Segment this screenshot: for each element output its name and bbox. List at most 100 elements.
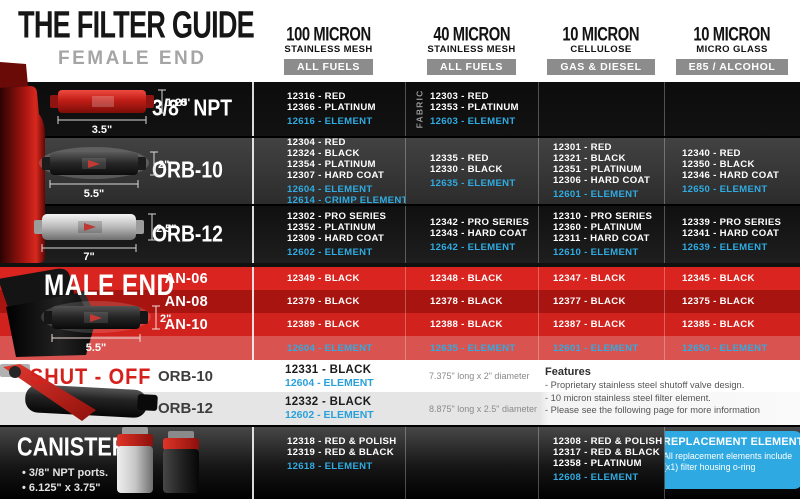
- dimension-label: 2": [160, 313, 171, 325]
- dimension-label: 3.5": [92, 124, 113, 135]
- dimension-label: 1.25": [166, 97, 190, 109]
- callout-body: All replacement elements include (x1) fi…: [664, 451, 793, 472]
- canister-label-area: CANISTER • 3/8" NPT ports. • 6.125" x 3.…: [0, 427, 252, 499]
- part-number: 12332 - BLACK: [285, 396, 372, 408]
- row-shutoff-orb10: ORB-10 12331 - BLACK 12604 - ELEMENT 7.3…: [0, 360, 800, 392]
- canister-title: CANISTER: [17, 433, 128, 463]
- part-number: 12351 - PLATINUM: [553, 164, 642, 175]
- features-title: Features: [545, 366, 591, 378]
- row-an10: AN-10 12389 - BLACK 12388 - BLACK 12387 …: [0, 313, 800, 336]
- element-number: 12642 - ELEMENT: [430, 241, 516, 253]
- feature-line: - Proprietary stainless steel shutoff va…: [545, 380, 745, 390]
- part-number: 12304 - RED: [287, 138, 346, 148]
- part-number: 12319 - RED & BLACK: [287, 447, 394, 458]
- male-end-section: MALE END 2" 5.5" AN-06 12349 - BLACK 123…: [0, 263, 800, 360]
- page-title: THE FILTER GUIDE: [18, 4, 255, 47]
- micron-rating: 100 MICRON: [286, 22, 371, 45]
- part-number: 12375 - BLACK: [682, 296, 755, 307]
- part-number: 12339 - PRO SERIES: [682, 216, 782, 228]
- cell-male-element-40micron: 12635 - ELEMENT: [405, 336, 538, 360]
- part-number: 12340 - RED: [682, 147, 741, 159]
- canister-images: [117, 427, 199, 493]
- part-number: 12324 - BLACK: [287, 147, 360, 159]
- dimension-label: 5.5": [84, 188, 105, 199]
- part-number: 12387 - BLACK: [553, 319, 626, 330]
- row-male-elements: 12604 - ELEMENT 12635 - ELEMENT 12601 - …: [0, 336, 800, 360]
- part-number: 12310 - PRO SERIES: [553, 211, 653, 222]
- row-npt: 1.25" 3.5" 3/8" NPT 12316 - RED 12366 - …: [0, 82, 800, 136]
- row-label-npt: 3/8" NPT: [152, 95, 233, 122]
- cell-an06-cellulose: 12347 - BLACK: [538, 267, 664, 290]
- cell-canister-40micron-empty: [405, 427, 538, 499]
- cell-orb10-cellulose: 12301 - RED 12321 - BLACK 12351 - PLATIN…: [538, 138, 664, 204]
- element-number: 12616 - ELEMENT: [287, 116, 373, 127]
- cell-canister-cellulose: 12308 - RED & POLISH 12317 - RED & BLACK…: [538, 427, 664, 499]
- part-number: 12335 - RED: [430, 153, 489, 164]
- cell-an08-40micron: 12378 - BLACK: [405, 290, 538, 313]
- canister-bullet: • 3/8" NPT ports.: [22, 467, 109, 479]
- title-block: THE FILTER GUIDE FEMALE END: [0, 0, 255, 82]
- element-number: 12604 - ELEMENT: [287, 342, 373, 354]
- part-number: 12352 - PLATINUM: [287, 222, 376, 233]
- part-number: 12303 - RED: [430, 91, 489, 102]
- male-end-title: MALE END: [44, 269, 175, 302]
- cell-male-element-microglass: 12650 - ELEMENT: [664, 336, 800, 360]
- part-number: 12331 - BLACK: [285, 363, 372, 376]
- element-number: 12604 - ELEMENT: [287, 183, 373, 195]
- element-number: 12635 - ELEMENT: [430, 342, 516, 354]
- part-number: 12389 - BLACK: [287, 319, 360, 330]
- part-number: 12366 - PLATINUM: [287, 102, 376, 113]
- part-number: 12353 - PLATINUM: [430, 102, 519, 113]
- part-number: 12379 - BLACK: [287, 296, 360, 307]
- part-number: 12378 - BLACK: [430, 296, 503, 307]
- dimension-label: 2": [158, 159, 169, 171]
- row-npt-label-area: 1.25" 3.5" 3/8" NPT: [0, 82, 252, 136]
- cell-orb12-100micron: 12302 - PRO SERIES 12352 - PLATINUM 1230…: [252, 206, 405, 263]
- element-number: 12604 - ELEMENT: [285, 376, 374, 389]
- fuel-badge: ALL FUELS: [427, 59, 516, 75]
- fuel-badge: ALL FUELS: [284, 59, 373, 75]
- red-filter-image: 1.25" 3.5": [50, 89, 190, 135]
- red-bottle-image: [0, 62, 45, 263]
- part-number: 12318 - RED & POLISH: [287, 436, 397, 447]
- cell-npt-40micron: FABRIC 12303 - RED 12353 - PLATINUM 1260…: [405, 82, 538, 136]
- element-number: 12650 - ELEMENT: [682, 183, 768, 195]
- canister-bullet: • 6.125" x 3.75": [22, 482, 101, 494]
- part-number: 12388 - BLACK: [430, 319, 503, 330]
- micron-rating: 10 MICRON: [693, 22, 771, 45]
- element-number: 12602 - ELEMENT: [285, 409, 374, 421]
- features-block: Features - Proprietary stainless steel s…: [545, 365, 797, 417]
- part-number: 12317 - RED & BLACK: [553, 447, 660, 458]
- element-number: 12639 - ELEMENT: [682, 241, 768, 253]
- cell-orb12-cellulose: 12310 - PRO SERIES 12360 - PLATINUM 1231…: [538, 206, 664, 263]
- chrome-filter-image: 2.5" 7": [34, 213, 177, 262]
- media-type: STAINLESS MESH: [427, 44, 516, 55]
- cell-shutoff-orb10: 12331 - BLACK 12604 - ELEMENT: [252, 360, 405, 392]
- size-note: 8.875" long x 2.5" diameter: [429, 403, 537, 414]
- part-number: 12348 - BLACK: [430, 273, 503, 284]
- header: THE FILTER GUIDE FEMALE END 100 MICRON S…: [0, 0, 800, 82]
- element-number: 12602 - ELEMENT: [287, 247, 373, 258]
- part-number: 12306 - HARD COAT: [553, 175, 651, 186]
- feature-line: - Please see the following page for more…: [545, 405, 760, 415]
- female-end-section-label: FEMALE END: [58, 48, 207, 69]
- male-filter-image: 2" 5.5": [41, 301, 171, 354]
- row-label-shutoff-orb10: ORB-10: [158, 367, 214, 385]
- element-number: 12608 - ELEMENT: [553, 472, 639, 483]
- element-number: 12635 - ELEMENT: [430, 178, 516, 189]
- cell-an10-40micron: 12388 - BLACK: [405, 313, 538, 336]
- cell-npt-cellulose-empty: [538, 82, 664, 136]
- shutoff-section: SHUT - OFF ORB-10 12331 - BLACK 12604 - …: [0, 360, 800, 425]
- part-number: 12377 - BLACK: [553, 296, 626, 307]
- column-header-100-micron: 100 MICRON STAINLESS MESH ALL FUELS: [252, 0, 405, 82]
- cell-an08-100micron: 12379 - BLACK: [252, 290, 405, 313]
- part-number: 12316 - RED: [287, 91, 346, 102]
- row-an08: AN-08 12379 - BLACK 12378 - BLACK 12377 …: [0, 290, 800, 313]
- element-number: 12650 - ELEMENT: [682, 342, 768, 354]
- element-number: 12618 - ELEMENT: [287, 461, 373, 472]
- dimension-label: 5.5": [86, 342, 107, 354]
- cell-male-element-cellulose: 12601 - ELEMENT: [538, 336, 664, 360]
- cell-male-element-100micron: 12604 - ELEMENT: [252, 336, 405, 360]
- row-orb10-label-area: 2" 5.5" ORB-10: [0, 138, 252, 204]
